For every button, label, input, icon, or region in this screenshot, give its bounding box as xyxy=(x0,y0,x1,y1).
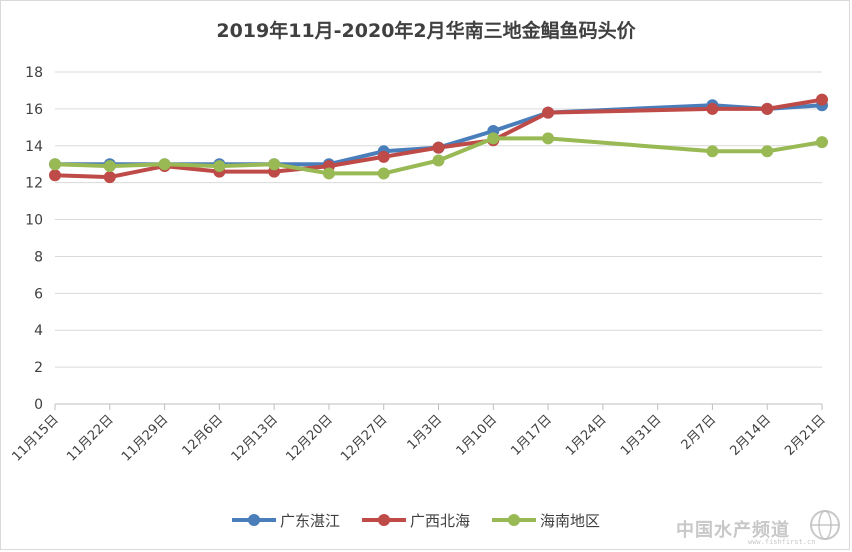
legend-item-zhanjiang[interactable]: 广东湛江 xyxy=(232,510,340,531)
x-tick-label: 12月6日 xyxy=(180,412,227,459)
y-tick-label: 18 xyxy=(25,65,43,81)
x-tick-label: 2月7日 xyxy=(679,412,720,453)
x-tick-label: 12月13日 xyxy=(229,412,281,464)
data-point xyxy=(49,169,61,182)
x-tick-label: 11月22日 xyxy=(64,412,116,464)
x-tick-label: 1月24日 xyxy=(563,412,610,459)
y-tick-label: 12 xyxy=(25,176,43,192)
legend-item-hainan[interactable]: 海南地区 xyxy=(492,510,600,531)
watermark-logo: 中国水产频道 www.fishfirst.cn xyxy=(676,508,846,548)
data-point xyxy=(432,141,445,154)
x-tick-label: 2月14日 xyxy=(727,412,774,459)
data-point xyxy=(761,102,774,115)
watermark-url: www.fishfirst.cn xyxy=(748,538,816,546)
x-tick-label: 11月15日 xyxy=(9,412,61,464)
data-point xyxy=(816,93,828,106)
y-tick-label: 6 xyxy=(34,286,43,302)
data-point xyxy=(49,158,61,171)
y-tick-label: 2 xyxy=(34,360,43,376)
legend-label-beihai: 广西北海 xyxy=(410,511,471,530)
data-point xyxy=(268,158,281,171)
watermark-text: 中国水产频道 xyxy=(676,520,790,541)
data-point xyxy=(377,167,390,180)
data-point xyxy=(816,136,828,149)
data-point xyxy=(706,145,719,158)
chart-title: 2019年11月-2020年2月华南三地金鲳鱼码头价 xyxy=(216,20,636,42)
data-point xyxy=(103,160,116,173)
legend: 广东湛江 广西北海 海南地区 xyxy=(232,508,622,532)
data-point xyxy=(542,132,555,145)
x-tick-label: 12月20日 xyxy=(283,412,335,464)
legend-label-zhanjiang: 广东湛江 xyxy=(280,511,341,530)
legend-label-hainan: 海南地区 xyxy=(540,511,601,530)
y-tick-label: 4 xyxy=(34,323,43,339)
globe-icon xyxy=(810,510,840,540)
x-tick-label: 11月29日 xyxy=(119,412,171,464)
y-tick-label: 14 xyxy=(25,139,43,155)
x-tick-label: 1月10日 xyxy=(454,412,501,459)
data-point xyxy=(432,154,445,167)
x-tick-label: 1月3日 xyxy=(405,412,446,453)
data-point xyxy=(487,132,500,145)
x-tick-label: 2月21日 xyxy=(782,412,829,459)
x-tick-label: 12月27日 xyxy=(338,412,390,464)
data-point xyxy=(103,171,116,184)
data-point xyxy=(377,150,390,163)
y-tick-label: 16 xyxy=(25,102,43,118)
data-point xyxy=(761,145,774,158)
data-point xyxy=(542,106,555,119)
data-point xyxy=(706,102,719,115)
y-tick-label: 10 xyxy=(25,213,43,229)
x-tick-label: 1月31日 xyxy=(618,412,665,459)
x-tick-label: 1月17日 xyxy=(508,412,555,459)
data-point xyxy=(322,167,335,180)
data-point xyxy=(158,158,171,171)
legend-swatch-hainan xyxy=(492,514,537,526)
legend-swatch-beihai xyxy=(362,514,407,526)
y-tick-label: 8 xyxy=(34,249,43,265)
legend-item-beihai[interactable]: 广西北海 xyxy=(362,510,470,531)
y-tick-label: 0 xyxy=(34,397,43,413)
data-point xyxy=(213,160,226,173)
legend-swatch-zhanjiang xyxy=(232,514,276,526)
